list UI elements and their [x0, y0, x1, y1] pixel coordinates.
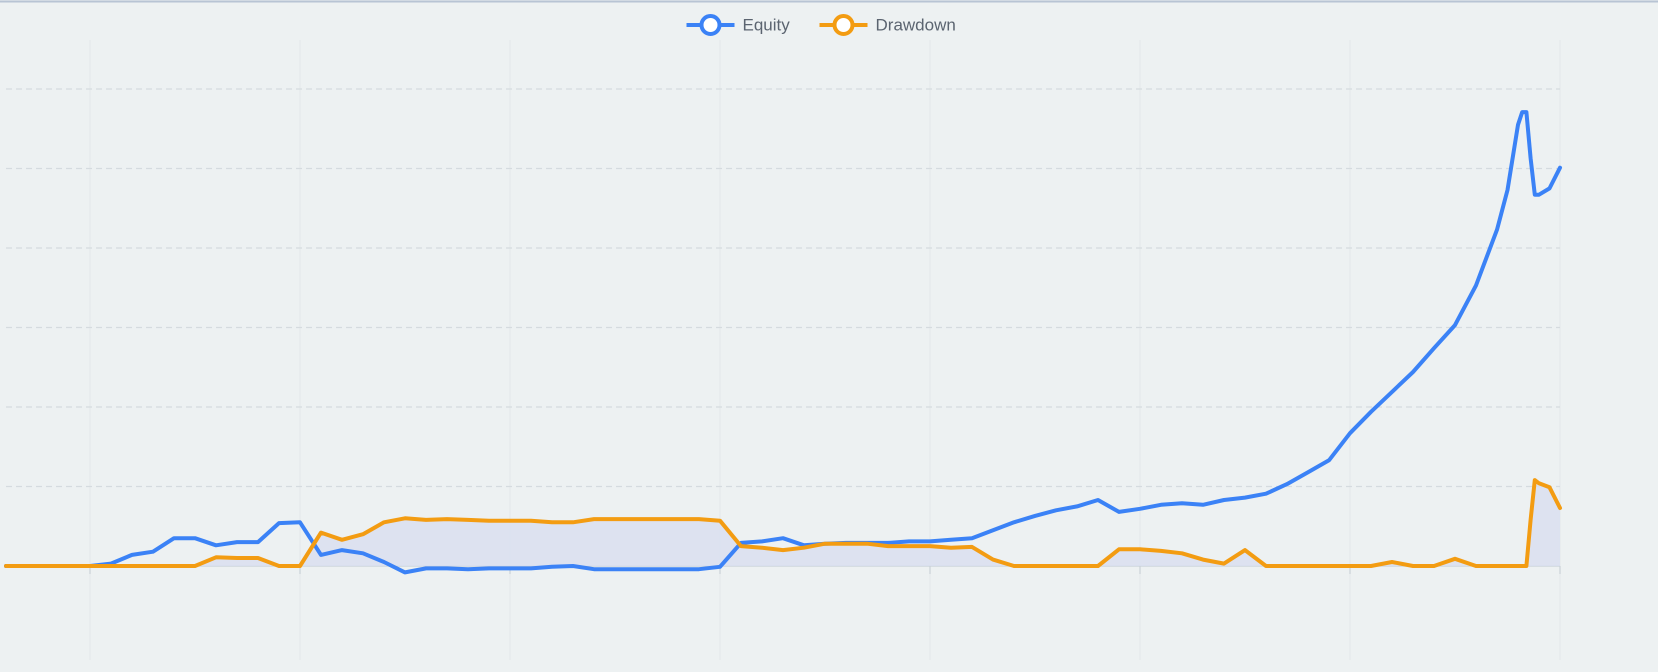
- legend: Equity Drawdown: [686, 14, 956, 36]
- legend-marker: [699, 14, 722, 36]
- legend-item[interactable]: Drawdown: [819, 14, 956, 36]
- legend-label: Equity: [743, 15, 791, 34]
- area-fill: [6, 480, 1560, 566]
- series-line: [4, 478, 1562, 568]
- legend-item[interactable]: Equity: [686, 14, 791, 36]
- legend-label: Drawdown: [876, 15, 956, 34]
- legend-marker: [832, 14, 855, 36]
